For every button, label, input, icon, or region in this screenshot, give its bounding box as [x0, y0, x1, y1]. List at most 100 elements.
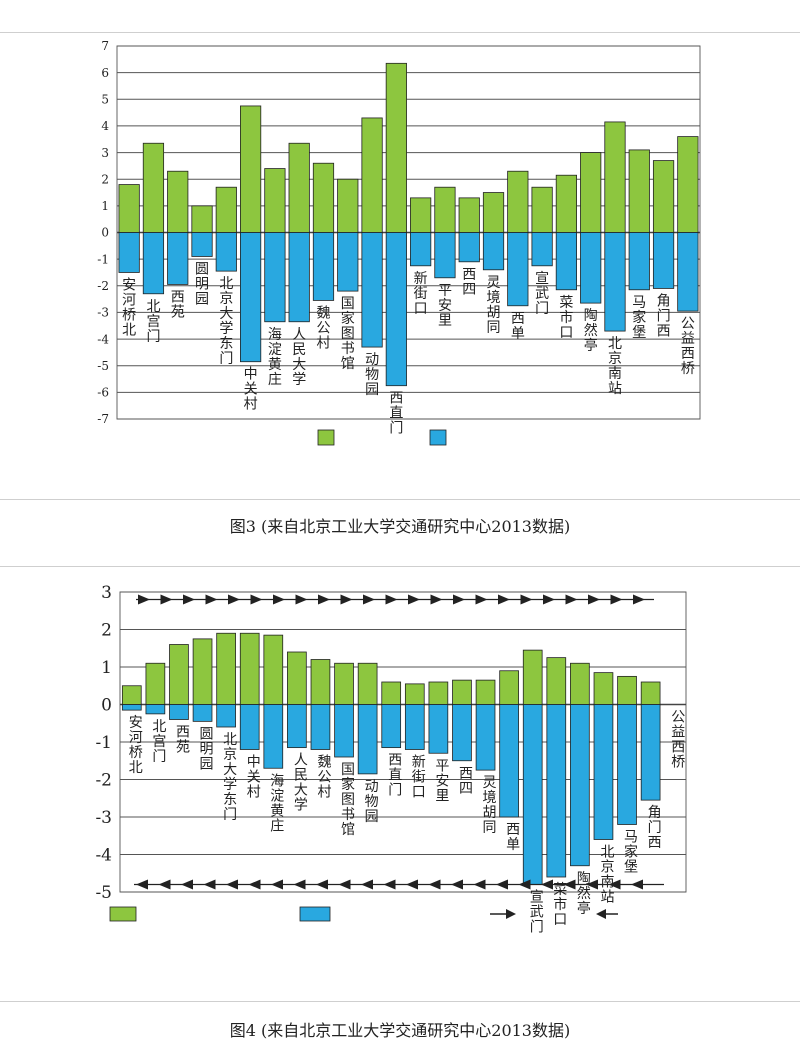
bar-up	[593, 672, 614, 705]
figure3-caption: 图3 (来自北京工业大学交通研究中心2013数据)	[229, 517, 571, 536]
bar-up	[118, 184, 140, 233]
bar-up	[475, 679, 496, 705]
category-label: 北京南站	[608, 336, 622, 397]
category-label: 角门西	[648, 805, 662, 851]
category-label: 动物园	[365, 779, 379, 825]
up-direction-arrow	[318, 594, 330, 605]
down-direction-arrow	[451, 879, 463, 890]
bar-up	[121, 685, 142, 705]
y-tick-label: 6	[101, 66, 109, 80]
bar-down	[121, 704, 142, 711]
down-direction-arrow	[271, 879, 283, 890]
up-direction-arrow	[363, 594, 375, 605]
category-label: 马家堡	[624, 830, 638, 876]
bar-down	[628, 232, 650, 291]
y-tick-label: 2	[101, 172, 109, 186]
bar-up	[570, 662, 590, 705]
down-direction-arrow	[203, 879, 216, 890]
bar-down	[640, 704, 661, 801]
category-label: 北京大学东门	[223, 732, 237, 823]
bar-down	[593, 704, 614, 840]
bar-up	[145, 662, 166, 705]
category-label: 菜市口	[553, 882, 567, 928]
category-label: 陶然亭	[577, 871, 591, 917]
down-direction-arrow	[248, 879, 261, 890]
legend-down-arrow-icon	[596, 909, 606, 919]
bar-down	[239, 704, 260, 750]
down-direction-arrow	[428, 879, 441, 890]
bar-down	[337, 232, 359, 292]
legend-swatch-inbound	[317, 429, 335, 446]
up-direction-arrow	[408, 594, 420, 605]
up-direction-arrow	[205, 594, 218, 605]
category-label: 人民大学	[292, 327, 306, 388]
y-tick-label: -4	[95, 845, 112, 865]
bar-down	[310, 704, 331, 750]
bar-up	[677, 136, 699, 233]
bar-up	[239, 632, 260, 705]
bar-down	[381, 704, 402, 749]
y-tick-label: 7	[101, 39, 109, 53]
figure3-chart: 7 6 5 4 3 2 1 0 -1 -2 -3 -4 -5 -6 -7 安河桥北北宫门西苑圆明园北京大学东门…	[97, 39, 701, 446]
y-tick-label: -3	[97, 306, 109, 320]
top-divider	[0, 32, 800, 33]
y-tick-label: 1	[101, 199, 109, 213]
bar-down	[334, 704, 354, 758]
category-label: 西苑	[171, 289, 185, 320]
category-label: 陶然亭	[584, 308, 598, 354]
category-label: 角门西	[657, 293, 671, 339]
bar-down	[531, 232, 553, 267]
bar-up	[361, 117, 383, 233]
down-direction-arrow	[586, 879, 598, 890]
bar-up	[617, 675, 637, 705]
fig3-caption-divider	[0, 499, 800, 500]
fig4-top-divider	[0, 566, 800, 567]
category-label: 中关村	[244, 367, 258, 413]
down-direction-arrow	[563, 879, 576, 890]
bar-up	[404, 683, 425, 705]
up-direction-arrow	[250, 594, 263, 605]
bar-up	[357, 662, 378, 705]
bar-up	[215, 186, 237, 233]
category-label: 北京大学东门	[219, 276, 233, 367]
bar-down	[570, 704, 590, 867]
up-direction-arrow	[295, 594, 308, 605]
down-direction-arrow	[406, 879, 418, 890]
bar-up	[522, 649, 543, 705]
bar-down	[404, 704, 425, 750]
down-direction-arrow	[361, 879, 373, 890]
bar-up	[507, 170, 529, 233]
bar-down	[580, 232, 602, 304]
category-label: 西苑	[176, 725, 190, 756]
category-label: 魏公村	[317, 755, 331, 801]
down-direction-arrow	[338, 879, 351, 890]
y-tick-label: 2	[101, 620, 112, 640]
bar-down	[385, 232, 407, 387]
bar-down	[192, 704, 213, 722]
up-direction-arrow	[385, 594, 398, 605]
down-direction-arrow	[293, 879, 306, 890]
y-tick-label: 5	[101, 92, 109, 106]
bar-up	[482, 192, 505, 233]
bar-up	[312, 162, 335, 233]
bar-up	[546, 657, 567, 705]
bar-down	[452, 704, 472, 762]
bar-down	[288, 232, 310, 323]
category-label: 人民大学	[294, 753, 308, 814]
bar-down	[434, 232, 456, 279]
bar-up	[410, 197, 432, 233]
category-label: 平安里	[435, 758, 449, 804]
bar-up	[434, 186, 456, 233]
bar-down	[361, 232, 383, 348]
up-direction-arrow	[633, 594, 645, 605]
down-direction-arrow	[518, 879, 531, 890]
category-label: 海淀黄庄	[268, 327, 282, 388]
bar-up	[240, 105, 262, 233]
category-label: 西直门	[389, 391, 403, 437]
figure4-caption: 图4 (来自北京工业大学交通研究中心2013数据)	[229, 1021, 571, 1040]
category-label: 灵境胡同	[487, 275, 501, 336]
bar-down	[499, 704, 519, 818]
bar-up	[381, 681, 402, 705]
category-label: 圆明园	[200, 726, 214, 772]
up-direction-arrow	[520, 594, 533, 605]
